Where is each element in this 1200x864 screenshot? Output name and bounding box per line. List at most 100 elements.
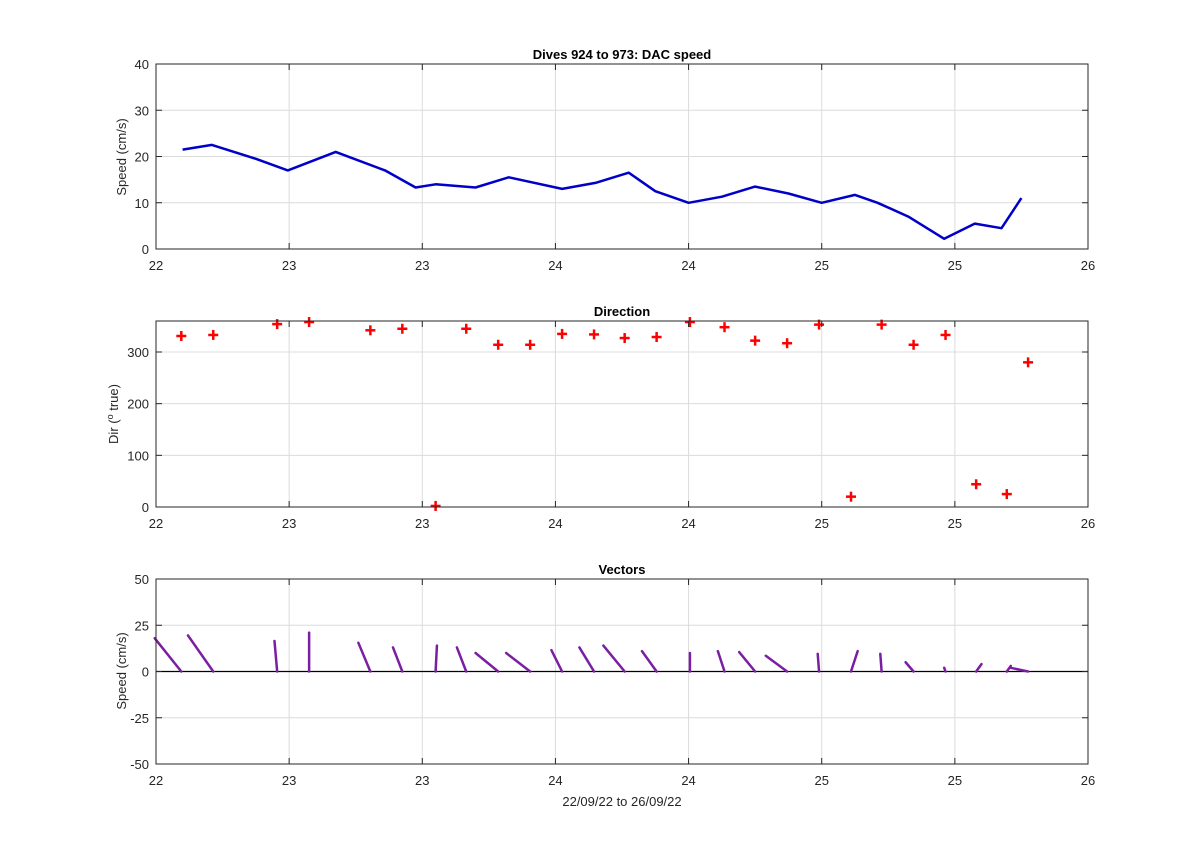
speed-x-tick-label: 24	[681, 258, 695, 273]
direction-chart-title: Direction	[594, 304, 650, 319]
vector-stick	[474, 651, 500, 673]
vector-stick	[1009, 666, 1030, 673]
direction-point	[908, 339, 919, 350]
direction-point	[1001, 489, 1012, 500]
vector-stick	[602, 644, 626, 673]
direction-point	[971, 479, 982, 490]
direction-y-tick-label: 100	[127, 448, 149, 463]
vectors-panel: 22 23 23 24 24 25 25 26 -50 -25 0 25 50 Vectors Spee…	[114, 562, 1095, 809]
vectors-x-tick-label: 25	[948, 773, 962, 788]
vector-stick	[391, 646, 404, 673]
vectors-y-tick-label: 25	[135, 618, 149, 633]
vectors-x-tick-label: 24	[548, 773, 562, 788]
direction-point	[782, 338, 793, 349]
direction-x-tick-label: 24	[681, 516, 695, 531]
vector-stick	[816, 652, 821, 673]
speed-y-tick-label: 0	[142, 242, 149, 257]
direction-point	[365, 325, 376, 336]
vectors-y-tick-label: 50	[135, 572, 149, 587]
vector-stick	[640, 649, 658, 673]
vectors-x-tick-label: 25	[814, 773, 828, 788]
vectors-x-tick-label: 23	[415, 773, 429, 788]
speed-x-tick-label: 23	[282, 258, 296, 273]
speed-y-tick-label: 10	[135, 196, 149, 211]
vector-stick	[904, 661, 915, 673]
direction-point	[684, 317, 695, 328]
vectors-x-tick-label: 24	[681, 773, 695, 788]
speed-series	[182, 143, 1023, 241]
direction-point	[557, 328, 568, 339]
direction-x-tick-label: 23	[282, 516, 296, 531]
speed-y-tick-label: 30	[135, 103, 149, 118]
direction-plot-area	[156, 321, 1088, 507]
direction-point	[589, 329, 600, 340]
vector-stick	[578, 646, 596, 673]
vectors-y-axis-label: Speed (cm/s)	[114, 632, 129, 709]
speed-x-tick-label: 25	[814, 258, 828, 273]
direction-point	[525, 339, 536, 350]
speed-x-tick-label: 24	[548, 258, 562, 273]
direction-ticks: 22 23 23 24 24 25 25 26 0 100 200 300	[127, 321, 1095, 531]
speed-x-tick-label: 25	[948, 258, 962, 273]
vector-stick	[942, 666, 947, 673]
speed-chart-title: Dives 924 to 973: DAC speed	[533, 47, 712, 62]
direction-gridlines	[156, 321, 1088, 507]
vector-stick	[357, 641, 372, 673]
direction-x-tick-label: 25	[948, 516, 962, 531]
direction-point	[619, 333, 630, 344]
direction-point	[304, 317, 315, 328]
vector-stick	[455, 646, 468, 673]
vector-stick	[974, 662, 983, 673]
direction-point	[940, 329, 951, 340]
vectors-y-tick-label: 0	[142, 665, 149, 680]
direction-y-label-main: Dir (	[106, 419, 121, 444]
vector-stick	[186, 634, 215, 673]
direction-y-tick-label: 300	[127, 345, 149, 360]
vectors-y-tick-label: -50	[130, 757, 149, 772]
vectors-x-axis-label: 22/09/22 to 26/09/22	[562, 794, 681, 809]
direction-point	[176, 330, 187, 341]
vectors-x-tick-label: 22	[149, 773, 163, 788]
vector-stick	[879, 652, 883, 673]
speed-x-tick-label: 22	[149, 258, 163, 273]
direction-point	[397, 323, 408, 334]
speed-line	[182, 143, 1023, 241]
vector-stick	[737, 650, 757, 673]
direction-x-tick-label: 24	[548, 516, 562, 531]
vector-stick	[153, 636, 183, 673]
direction-x-tick-label: 22	[149, 516, 163, 531]
vectors-x-tick-label: 26	[1081, 773, 1095, 788]
direction-axes-box	[155, 320, 1089, 508]
direction-y-label-superscript: o	[105, 414, 115, 419]
direction-y-label-rest: true)	[106, 384, 121, 414]
vectors-y-tick-label: -25	[130, 711, 149, 726]
vector-stick	[504, 651, 532, 673]
vector-stick	[764, 654, 789, 673]
direction-y-tick-label: 0	[142, 500, 149, 515]
direction-point	[430, 500, 441, 511]
direction-point	[461, 323, 472, 334]
speed-x-tick-label: 26	[1081, 258, 1095, 273]
direction-x-tick-label: 23	[415, 516, 429, 531]
vectors-chart-title: Vectors	[599, 562, 646, 577]
direction-x-tick-label: 26	[1081, 516, 1095, 531]
direction-y-tick-label: 200	[127, 397, 149, 412]
vectors-x-tick-label: 23	[282, 773, 296, 788]
direction-point	[750, 335, 761, 346]
vectors-series	[153, 631, 1088, 673]
vectors-ticks: 22 23 23 24 24 25 25 26 -50 -25 0 25 50	[130, 572, 1095, 788]
direction-point	[719, 322, 730, 333]
vector-stick	[849, 649, 859, 673]
vector-stick	[550, 648, 564, 673]
vector-stick	[434, 644, 439, 673]
speed-y-tick-label: 40	[135, 57, 149, 72]
direction-y-axis-label: Dir (o true)	[105, 384, 121, 444]
direction-point	[208, 329, 219, 340]
vector-stick	[716, 649, 726, 673]
speed-x-tick-label: 23	[415, 258, 429, 273]
direction-point	[846, 491, 857, 502]
speed-gridlines	[156, 64, 1088, 249]
direction-panel: 22 23 23 24 24 25 25 26 0 100 200 300 Direction Dir…	[105, 304, 1095, 531]
direction-x-tick-label: 25	[814, 516, 828, 531]
